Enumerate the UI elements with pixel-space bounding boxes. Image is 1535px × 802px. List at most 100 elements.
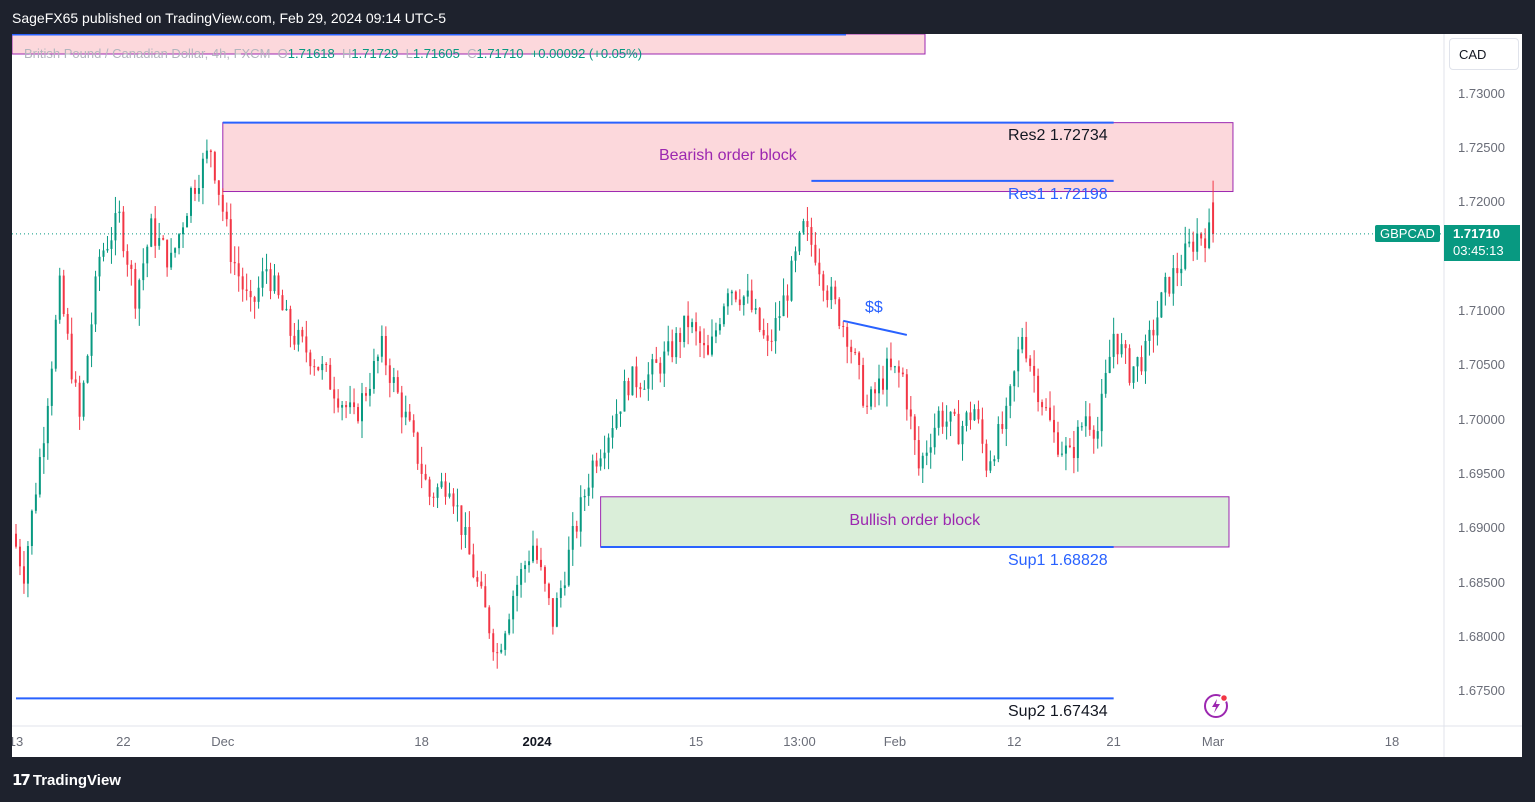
high-label: H bbox=[342, 46, 352, 61]
lightning-icon[interactable] bbox=[1202, 692, 1232, 722]
time-tick-label: 15 bbox=[688, 734, 704, 749]
candle-body bbox=[842, 325, 845, 327]
chart-area[interactable]: British Pound / Canadian Dollar, 4h, FXC… bbox=[12, 34, 1522, 757]
candle-body bbox=[885, 358, 888, 390]
candle-body bbox=[392, 377, 395, 383]
candle-body bbox=[376, 356, 379, 362]
close-value: 1.71710 bbox=[476, 46, 524, 61]
time-tick-label: 22 bbox=[116, 734, 131, 749]
price-tick-label: 1.69500 bbox=[1458, 465, 1505, 481]
candle-body bbox=[917, 440, 920, 469]
candle-body bbox=[683, 315, 686, 342]
candle-body bbox=[329, 364, 332, 390]
candle-body bbox=[154, 218, 157, 246]
candle-body bbox=[1056, 432, 1059, 455]
candle-body bbox=[337, 398, 340, 408]
price-tick-label: 1.72000 bbox=[1458, 194, 1505, 210]
candle-body bbox=[508, 619, 511, 634]
liquidity-label: $$ bbox=[865, 298, 883, 316]
candle-body bbox=[484, 586, 487, 608]
candle-body bbox=[559, 588, 562, 598]
candle-body bbox=[15, 533, 17, 547]
candle-body bbox=[420, 463, 423, 474]
candle-body bbox=[146, 246, 149, 264]
candle-body bbox=[687, 315, 690, 328]
candle-body bbox=[1200, 233, 1203, 239]
candle-body bbox=[1140, 357, 1143, 372]
candle-body bbox=[575, 525, 578, 532]
candle-body bbox=[977, 409, 980, 420]
candle-body bbox=[714, 330, 717, 337]
candle-body bbox=[1045, 407, 1048, 409]
candle-body bbox=[571, 525, 574, 550]
candle-body bbox=[253, 297, 256, 302]
candle-body bbox=[364, 393, 367, 396]
candle-body bbox=[1188, 241, 1191, 244]
candle-body bbox=[699, 331, 702, 343]
candle-body bbox=[1212, 202, 1215, 234]
symbol-header: British Pound / Canadian Dollar, 4h, FXC… bbox=[24, 46, 642, 61]
candle-body bbox=[380, 335, 383, 357]
open-label: O bbox=[277, 46, 288, 61]
candle-body bbox=[901, 372, 904, 375]
time-tick-label: Mar bbox=[1201, 734, 1225, 749]
candle-body bbox=[619, 411, 622, 414]
candle-body bbox=[583, 495, 586, 498]
candle-body bbox=[1025, 336, 1028, 359]
price-tick-label: 1.68500 bbox=[1458, 574, 1505, 590]
candle-body bbox=[798, 232, 801, 252]
candle-body bbox=[1192, 241, 1195, 252]
candle-body bbox=[476, 577, 479, 582]
candle-body bbox=[965, 412, 968, 426]
candle-body bbox=[1204, 238, 1207, 249]
candle-body bbox=[428, 479, 431, 497]
candle-body bbox=[858, 352, 861, 366]
candle-body bbox=[46, 405, 49, 444]
candle-body bbox=[54, 319, 57, 369]
candle-body bbox=[1160, 292, 1163, 318]
candle-body bbox=[233, 261, 236, 264]
sup1-level-label: Sup1 1.68828 bbox=[1008, 551, 1108, 569]
currency-button[interactable]: CAD bbox=[1449, 38, 1519, 70]
candle-body bbox=[1084, 416, 1087, 427]
candle-body bbox=[432, 496, 435, 498]
chart-canvas[interactable] bbox=[12, 34, 1522, 757]
candle-body bbox=[1128, 348, 1131, 383]
candle-body bbox=[814, 244, 817, 263]
candle-body bbox=[1005, 405, 1008, 430]
candle-body bbox=[1156, 317, 1159, 336]
candle-body bbox=[333, 389, 336, 399]
candle-body bbox=[730, 291, 733, 294]
candle-body bbox=[1104, 372, 1107, 394]
candle-body bbox=[193, 188, 196, 194]
candle-body bbox=[368, 388, 371, 396]
candle-body bbox=[945, 421, 948, 427]
candle-body bbox=[265, 269, 268, 272]
candle-body bbox=[38, 457, 41, 495]
candle-body bbox=[746, 290, 749, 297]
candle-body bbox=[1064, 445, 1067, 454]
candle-body bbox=[464, 526, 467, 535]
symbol-tag: GBPCAD bbox=[1375, 224, 1440, 242]
candle-body bbox=[205, 150, 208, 159]
candle-body bbox=[174, 248, 177, 253]
candle-body bbox=[480, 581, 483, 587]
candle-body bbox=[611, 428, 614, 438]
candle-body bbox=[703, 342, 706, 346]
bullish-order-block-label: Bullish order block bbox=[849, 511, 981, 529]
tradingview-brand[interactable]: 17 TradingView bbox=[12, 771, 121, 789]
candle-body bbox=[524, 565, 527, 570]
candle-body bbox=[229, 219, 232, 262]
candle-body bbox=[607, 437, 610, 453]
candle-body bbox=[671, 341, 674, 358]
candle-body bbox=[150, 218, 153, 247]
candle-body bbox=[635, 366, 638, 388]
candle-body bbox=[1112, 333, 1115, 357]
candle-body bbox=[866, 405, 869, 407]
candle-body bbox=[718, 324, 721, 331]
candle-body bbox=[1172, 268, 1175, 294]
candle-body bbox=[663, 351, 666, 374]
candle-body bbox=[1009, 386, 1012, 406]
candle-body bbox=[806, 221, 809, 228]
candle-body bbox=[710, 336, 713, 355]
